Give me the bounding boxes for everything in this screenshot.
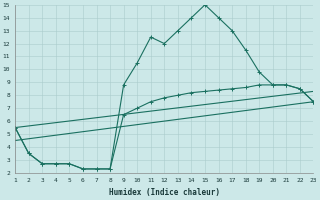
X-axis label: Humidex (Indice chaleur): Humidex (Indice chaleur): [109, 188, 220, 197]
